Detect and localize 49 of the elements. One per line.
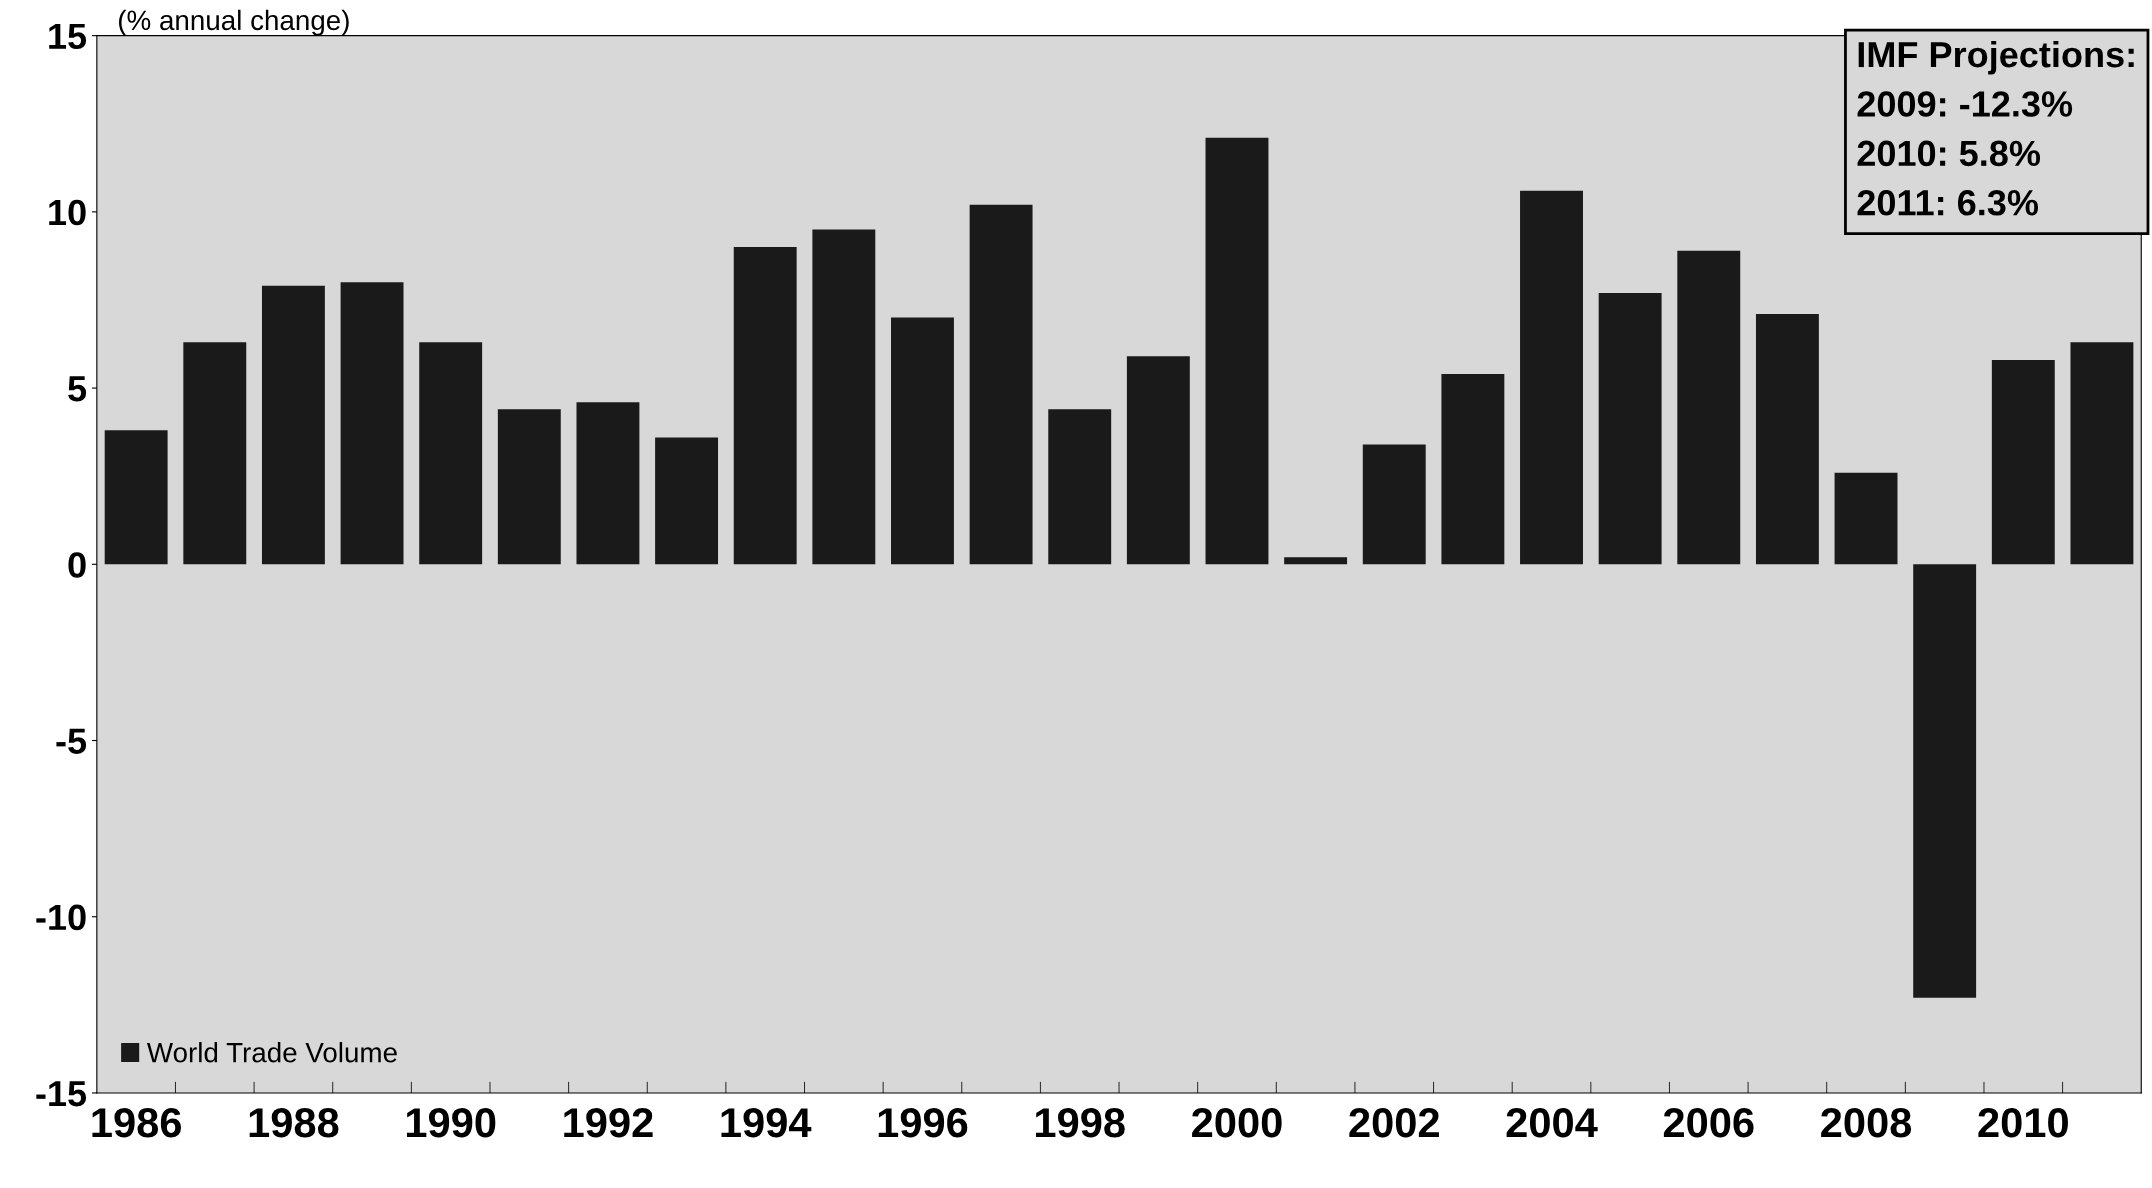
x-tick-label: 1990 [406, 1107, 496, 1138]
bar [1834, 472, 1898, 565]
legend-label: World Trade Volume [146, 1042, 397, 1063]
bar [576, 402, 640, 565]
x-tick-label: 2004 [1506, 1107, 1598, 1138]
y-tick-label: 5 [68, 376, 87, 402]
bar [733, 247, 797, 565]
bar [1677, 250, 1741, 565]
bar [1048, 409, 1112, 565]
y-tick-label: -5 [56, 728, 87, 754]
bar [1991, 359, 2055, 565]
bar [1755, 314, 1819, 565]
bar [1520, 190, 1583, 565]
x-tick-label: 2002 [1349, 1107, 1439, 1138]
bar [497, 409, 561, 565]
bar [1598, 292, 1662, 565]
bar [1205, 137, 1269, 565]
bar [261, 285, 325, 565]
bar [183, 342, 247, 565]
x-tick-label: 2000 [1192, 1107, 1282, 1138]
bar [1126, 356, 1190, 565]
bar [969, 204, 1033, 565]
bar [1913, 564, 1977, 998]
bar [1441, 373, 1505, 565]
bar [340, 282, 404, 565]
y-tick-label: 0 [68, 552, 86, 578]
y-tick-label: -15 [36, 1081, 87, 1107]
bar [1362, 444, 1426, 565]
y-tick-label: 15 [49, 23, 87, 50]
x-tick-label: 1994 [721, 1107, 812, 1138]
bar [1284, 557, 1348, 565]
x-tick-label: 1998 [1036, 1107, 1125, 1138]
x-tick-label: 2008 [1821, 1107, 1912, 1138]
bar [104, 430, 168, 565]
bar [655, 437, 719, 565]
y-tick-label: -10 [36, 904, 86, 931]
bar [419, 342, 483, 565]
x-tick-label: 1988 [249, 1107, 339, 1138]
bar [891, 317, 954, 565]
x-tick-label: 2006 [1663, 1107, 1754, 1138]
bar [812, 229, 876, 565]
x-tick-label: 1996 [878, 1107, 968, 1138]
bar [2070, 342, 2134, 565]
x-tick-label: 1986 [92, 1107, 181, 1138]
x-tick-label: 1992 [564, 1107, 653, 1138]
y-tick-label: 10 [49, 199, 86, 226]
y-axis-title: (% annual change) [119, 9, 349, 36]
annotation: IMF Projections: 2009: -12.3% 2010: 5.8% 2011: 6.3% [1857, 40, 2134, 216]
x-tick-label: 2010 [1978, 1107, 2068, 1138]
